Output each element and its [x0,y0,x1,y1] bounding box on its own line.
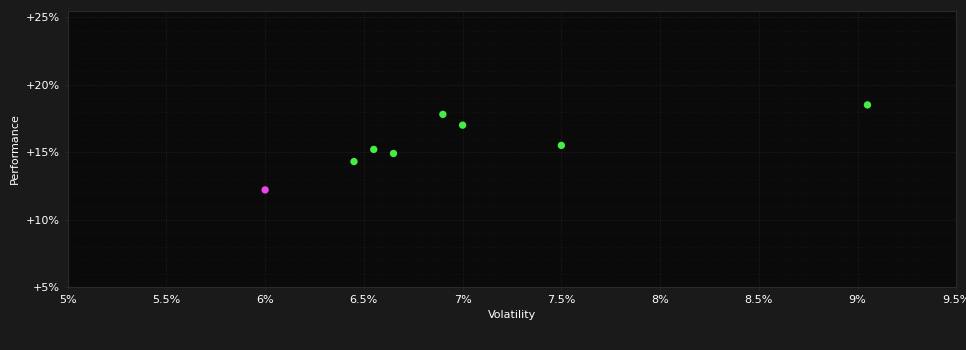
Point [385,150,401,156]
Point [435,112,450,117]
Point [860,102,875,108]
Point [366,147,382,152]
Point [346,159,361,164]
Y-axis label: Performance: Performance [11,113,20,184]
Point [455,122,470,128]
Point [257,187,272,193]
Point [554,142,569,148]
X-axis label: Volatility: Volatility [488,310,536,320]
